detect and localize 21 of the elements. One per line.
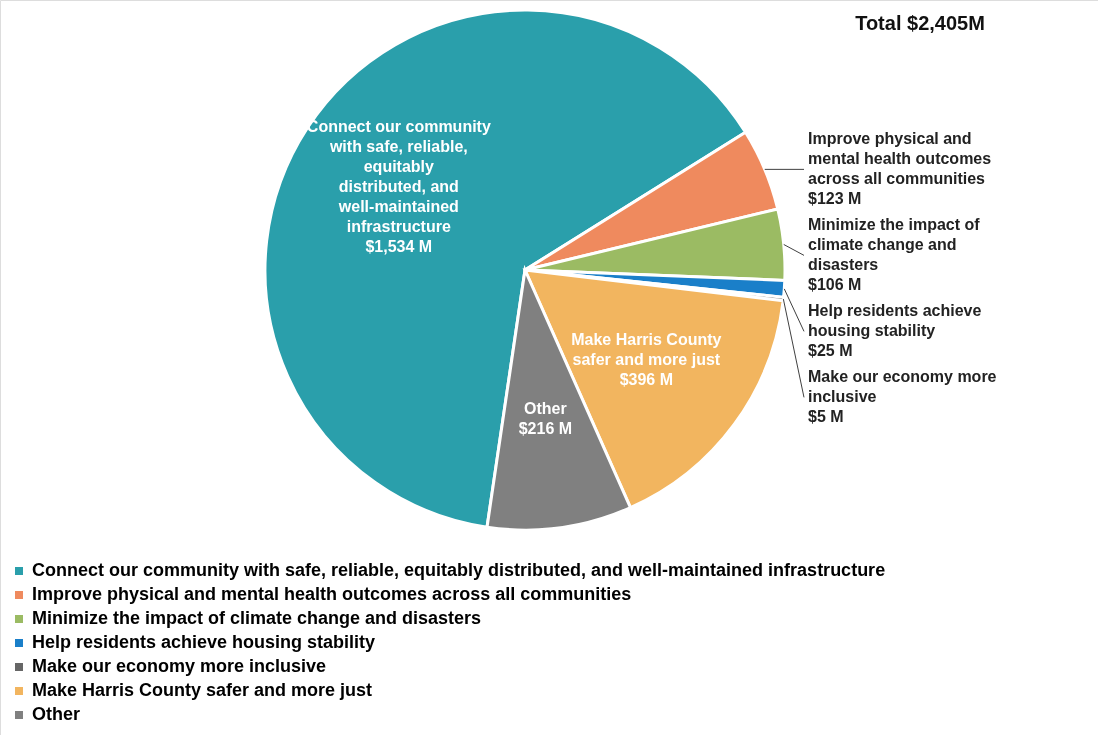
data-label: $5 M <box>808 408 844 426</box>
legend-label: Connect our community with safe, reliable, equitably distributed, and well-maintained infrastructure <box>32 560 886 580</box>
slice-label: Help residents achieve housing stability <box>808 302 982 340</box>
legend-label: Make our economy more inclusive <box>32 656 327 676</box>
data-label: $25 M <box>808 342 853 360</box>
slice-label: Improve physical and mental health outcomes across all communities <box>808 130 992 188</box>
legend-label: Help residents achieve housing stability <box>32 632 376 652</box>
legend-label: Other <box>32 704 81 724</box>
data-label: $396 M <box>619 370 674 388</box>
data-label: $123 M <box>808 190 862 208</box>
slice-label: Make Harris County safer and more just <box>571 330 722 368</box>
slice-label: Minimize the impact of climate change and disasters <box>808 216 981 274</box>
slice-label: Make our economy more inclusive <box>808 368 997 406</box>
data-label: $106 M <box>808 276 862 294</box>
chart-title: Total $2,405M <box>855 12 985 34</box>
legend-label: Improve physical and mental health outcomes across all communities <box>32 584 632 604</box>
data-label: $216 M <box>518 420 573 438</box>
data-label: $1,534 M <box>365 238 433 256</box>
legend-label: Make Harris County safer and more just <box>32 680 373 700</box>
slice-label: Other <box>524 400 567 418</box>
legend-label: Minimize the impact of climate change and disasters <box>32 608 482 628</box>
